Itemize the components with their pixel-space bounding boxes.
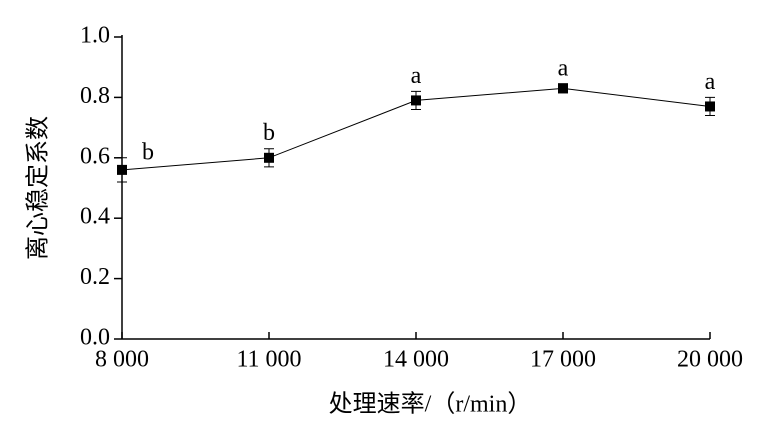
x-tick-label: 11 000 <box>236 347 301 373</box>
y-axis-label: 离心稳定系数 <box>25 116 52 260</box>
significance-label: b <box>142 139 154 165</box>
y-tick-label: 0.2 <box>80 264 110 290</box>
y-tick-label: 1.0 <box>80 23 110 49</box>
y-tick-label: 0.0 <box>80 325 110 351</box>
point <box>117 164 127 175</box>
y-tick-label: 0.4 <box>80 204 110 230</box>
point <box>558 83 568 94</box>
point <box>411 95 421 106</box>
point <box>705 101 715 112</box>
significance-label: a <box>411 63 422 89</box>
x-tick-label: 8 000 <box>95 347 149 373</box>
significance-label: b <box>263 120 275 146</box>
significance-label: a <box>705 69 716 95</box>
x-tick-label: 14 000 <box>383 347 449 373</box>
y-tick-label: 0.6 <box>80 143 110 169</box>
significance-label: a <box>558 55 569 81</box>
x-tick-label: 17 000 <box>530 347 596 373</box>
x-tick-label: 20 000 <box>677 347 743 373</box>
point <box>264 152 274 163</box>
y-tick-label: 0.8 <box>80 83 110 109</box>
x-axis-label: 处理速率/（r/min） <box>329 391 532 418</box>
